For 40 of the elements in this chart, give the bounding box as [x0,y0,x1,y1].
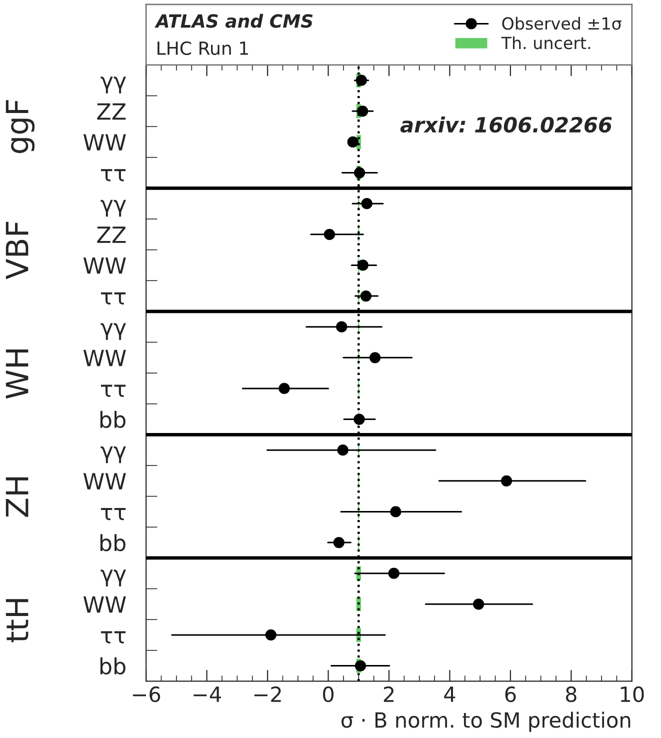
y-tick-label: ττ [100,508,126,520]
y-tick-label: γγ [100,76,126,94]
y-tick-label: γγ [100,323,126,340]
y-tick-label: ττ [100,292,126,304]
chart-title: ATLAS and CMS [154,14,313,28]
x-tick-label: 0 [323,686,334,702]
x-tick-label: −6 [132,686,160,702]
legend-label: Observed ±1σ [502,16,622,30]
x-tick-label: 4 [444,686,456,702]
y-tick-label: γγ [100,570,126,586]
y-tick-label: ττ [100,631,126,644]
y-tick-label: WW [83,596,126,613]
y-tick-label: bb [100,657,126,675]
x-axis-title: σ · B norm. to SM prediction [342,712,630,732]
x-tick-label: 8 [566,686,576,702]
x-tick-label: −4 [194,686,221,702]
text: ggF [6,100,35,154]
legend-label: Th. uncert. [501,36,590,50]
text: ZH [6,477,28,517]
x-tick-label: 6 [505,686,516,702]
y-tick-label: WW [83,134,126,150]
y-tick-label: γγ [100,446,126,464]
text: VBF [6,222,28,280]
y-tick-label: WW [83,350,126,366]
y-tick-label: WW [83,473,126,490]
y-tick-label: WW [83,257,126,274]
y-tick-label: ZZ [97,103,126,120]
x-tick-label: −2 [254,686,281,702]
text: ttH [6,599,28,642]
y-tick-label: ττ [100,384,126,397]
y-tick-label: bb [100,534,126,552]
y-tick-label: bb [100,410,126,428]
y-tick-label: γγ [100,200,126,217]
chart-subtitle: LHC Run 1 [158,41,248,56]
annotation: arxiv: 1606.02266 [400,116,612,133]
y-tick-label: ττ [100,169,126,182]
x-tick-label: 2 [384,686,394,702]
text: WH [6,349,28,399]
x-tick-label: 10 [620,686,644,702]
y-tick-label: ZZ [97,226,126,243]
